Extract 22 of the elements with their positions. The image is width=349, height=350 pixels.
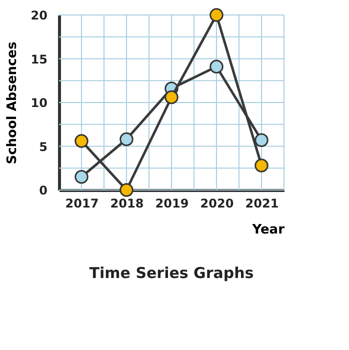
y-axis-title: School Absences xyxy=(4,41,20,164)
point xyxy=(74,134,88,148)
y-tick-label: 0 xyxy=(39,184,48,198)
point xyxy=(74,170,88,184)
y-tick-label: 5 xyxy=(39,140,48,154)
x-tick-label: 2021 xyxy=(245,196,279,210)
y-tick-label: 20 xyxy=(30,8,48,22)
x-tick-label: 2017 xyxy=(65,196,99,210)
point xyxy=(120,183,134,197)
x-axis-title: Year xyxy=(251,222,286,238)
point xyxy=(254,133,268,147)
y-tick-label: 15 xyxy=(30,52,48,66)
point xyxy=(210,8,224,22)
point xyxy=(254,158,268,172)
y-tick-label: 10 xyxy=(30,96,48,110)
x-tick-label: 2019 xyxy=(155,196,189,210)
text: Time Series Graphs xyxy=(89,264,254,282)
point xyxy=(164,90,178,104)
x-tick-label: 2018 xyxy=(110,196,144,210)
point xyxy=(210,60,224,74)
x-tick-label: 2020 xyxy=(200,196,234,210)
point xyxy=(120,132,134,146)
